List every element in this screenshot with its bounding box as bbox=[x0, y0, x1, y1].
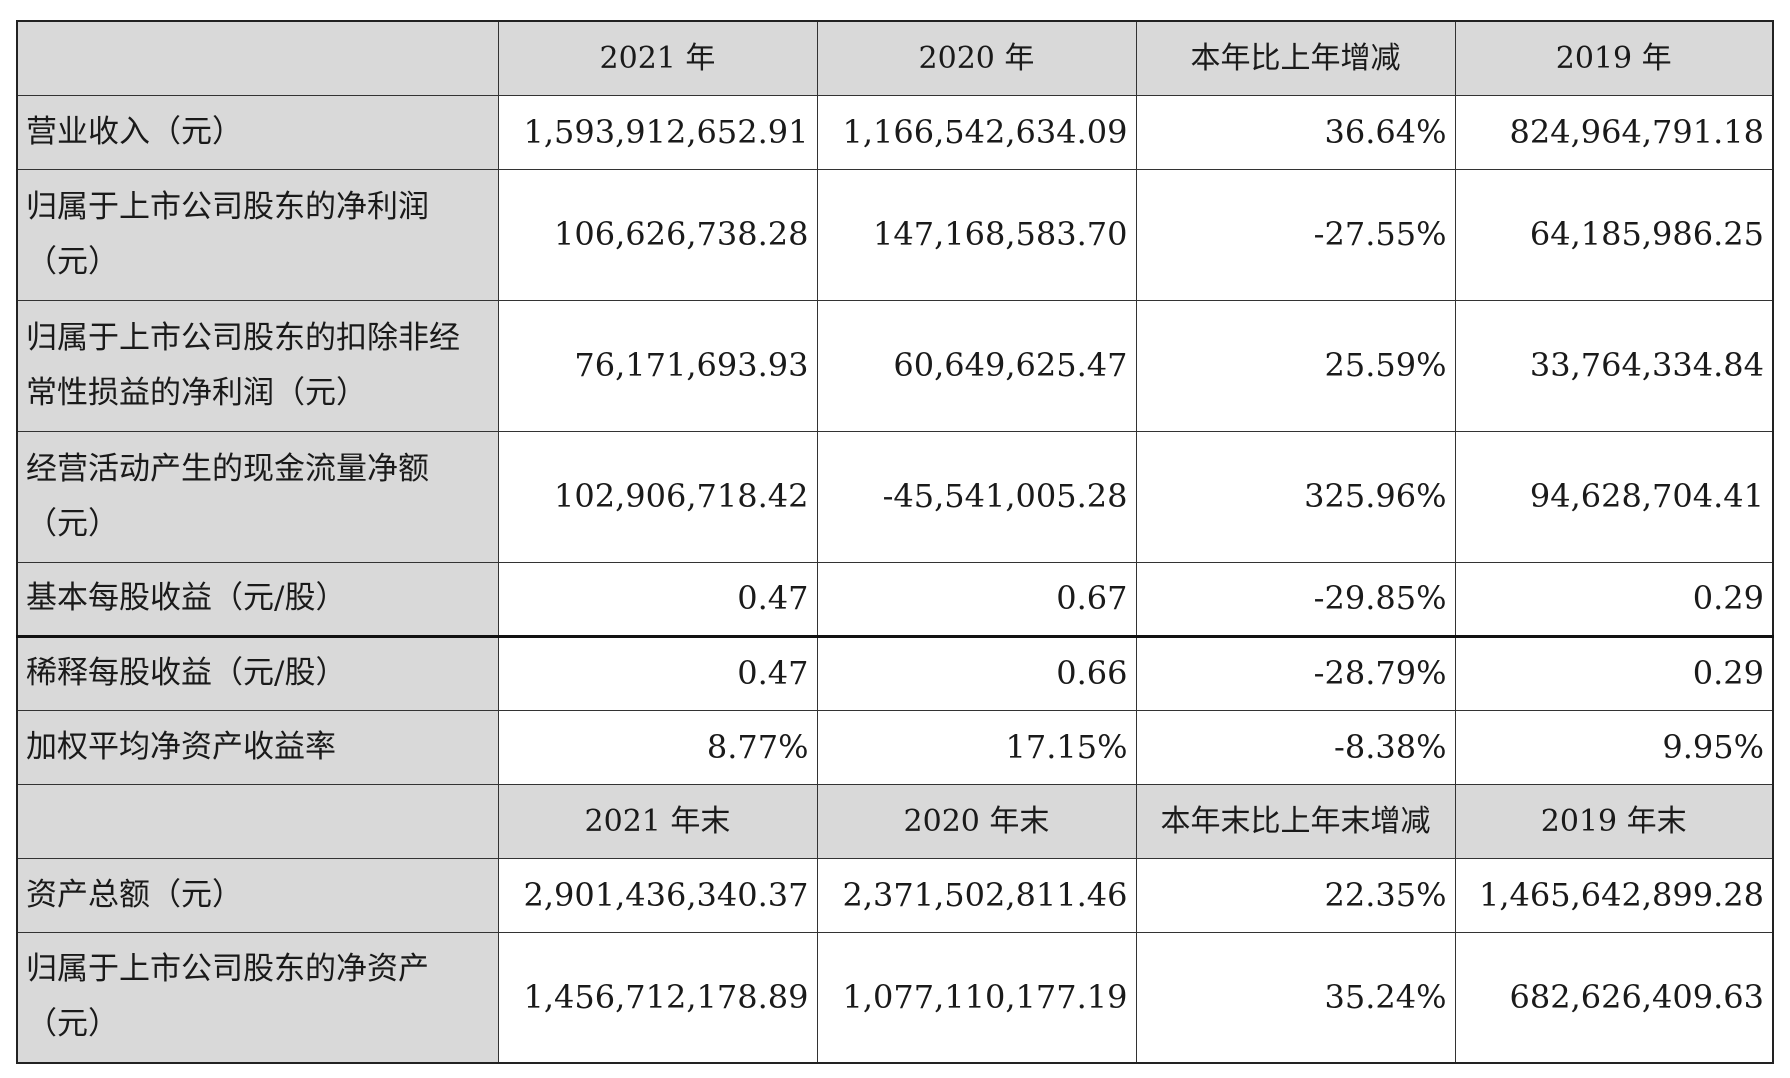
cell-2020: 17.15% bbox=[816, 709, 1137, 785]
header-yoy-end-change: 本年末比上年末增减 bbox=[1135, 783, 1456, 859]
financial-summary-table: 2021 年 2020 年 本年比上年增减 2019 年 营业收入（元） 1,5… bbox=[16, 20, 1774, 1064]
cell-2021: 8.77% bbox=[497, 709, 818, 785]
table-row: 经营活动产生的现金流量净额（元） 102,906,718.42 -45,541,… bbox=[16, 430, 1774, 563]
cell-2021: 1,593,912,652.91 bbox=[497, 94, 818, 170]
cell-2020: -45,541,005.28 bbox=[816, 430, 1137, 563]
cell-2019-end: 1,465,642,899.28 bbox=[1454, 857, 1774, 933]
table-row: 归属于上市公司股东的扣除非经常性损益的净利润（元） 76,171,693.93 … bbox=[16, 299, 1774, 432]
cell-2020-end: 2,371,502,811.46 bbox=[816, 857, 1137, 933]
cell-2020: 0.67 bbox=[816, 561, 1137, 638]
header-2021-end: 2021 年末 bbox=[497, 783, 818, 859]
table-row: 稀释每股收益（元/股） 0.47 0.66 -28.79% 0.29 bbox=[16, 635, 1774, 711]
header-yoy-change: 本年比上年增减 bbox=[1135, 20, 1456, 96]
cell-change: -27.55% bbox=[1135, 168, 1456, 301]
row-label: 资产总额（元） bbox=[16, 857, 499, 933]
cell-2019: 824,964,791.18 bbox=[1454, 94, 1774, 170]
table-row: 资产总额（元） 2,901,436,340.37 2,371,502,811.4… bbox=[16, 857, 1774, 933]
header-corner bbox=[16, 783, 499, 859]
table-row: 基本每股收益（元/股） 0.47 0.67 -29.85% 0.29 bbox=[16, 561, 1774, 638]
cell-2019-end: 682,626,409.63 bbox=[1454, 931, 1774, 1064]
cell-change: -8.38% bbox=[1135, 709, 1456, 785]
row-label: 基本每股收益（元/股） bbox=[16, 561, 499, 638]
header-row-annual: 2021 年 2020 年 本年比上年增减 2019 年 bbox=[16, 20, 1774, 96]
row-label: 营业收入（元） bbox=[16, 94, 499, 170]
cell-change: 325.96% bbox=[1135, 430, 1456, 563]
cell-2021-end: 1,456,712,178.89 bbox=[497, 931, 818, 1064]
row-label: 归属于上市公司股东的净资产（元） bbox=[16, 931, 499, 1064]
cell-2021: 102,906,718.42 bbox=[497, 430, 818, 563]
cell-change: -28.79% bbox=[1135, 635, 1456, 711]
header-2021: 2021 年 bbox=[497, 20, 818, 96]
header-2020: 2020 年 bbox=[816, 20, 1137, 96]
table-row: 加权平均净资产收益率 8.77% 17.15% -8.38% 9.95% bbox=[16, 709, 1774, 785]
cell-2021: 0.47 bbox=[497, 561, 818, 638]
cell-2019: 64,185,986.25 bbox=[1454, 168, 1774, 301]
row-label: 加权平均净资产收益率 bbox=[16, 709, 499, 785]
cell-2020: 0.66 bbox=[816, 635, 1137, 711]
cell-2020: 147,168,583.70 bbox=[816, 168, 1137, 301]
row-label: 归属于上市公司股东的扣除非经常性损益的净利润（元） bbox=[16, 299, 499, 432]
row-label: 稀释每股收益（元/股） bbox=[16, 635, 499, 711]
table-row: 营业收入（元） 1,593,912,652.91 1,166,542,634.0… bbox=[16, 94, 1774, 170]
cell-change: 35.24% bbox=[1135, 931, 1456, 1064]
cell-2019: 0.29 bbox=[1454, 561, 1774, 638]
cell-change: 36.64% bbox=[1135, 94, 1456, 170]
cell-2019: 0.29 bbox=[1454, 635, 1774, 711]
cell-2021: 76,171,693.93 bbox=[497, 299, 818, 432]
cell-2021: 0.47 bbox=[497, 635, 818, 711]
header-row-year-end: 2021 年末 2020 年末 本年末比上年末增减 2019 年末 bbox=[16, 783, 1774, 859]
cell-change: 22.35% bbox=[1135, 857, 1456, 933]
table-row: 归属于上市公司股东的净资产（元） 1,456,712,178.89 1,077,… bbox=[16, 931, 1774, 1064]
cell-2021: 106,626,738.28 bbox=[497, 168, 818, 301]
cell-change: -29.85% bbox=[1135, 561, 1456, 638]
row-label: 经营活动产生的现金流量净额（元） bbox=[16, 430, 499, 563]
cell-2020: 60,649,625.47 bbox=[816, 299, 1137, 432]
header-2020-end: 2020 年末 bbox=[816, 783, 1137, 859]
cell-2019: 33,764,334.84 bbox=[1454, 299, 1774, 432]
cell-2020: 1,166,542,634.09 bbox=[816, 94, 1137, 170]
cell-2021-end: 2,901,436,340.37 bbox=[497, 857, 818, 933]
cell-change: 25.59% bbox=[1135, 299, 1456, 432]
table-row: 归属于上市公司股东的净利润（元） 106,626,738.28 147,168,… bbox=[16, 168, 1774, 301]
header-2019: 2019 年 bbox=[1454, 20, 1774, 96]
cell-2020-end: 1,077,110,177.19 bbox=[816, 931, 1137, 1064]
row-label: 归属于上市公司股东的净利润（元） bbox=[16, 168, 499, 301]
cell-2019: 9.95% bbox=[1454, 709, 1774, 785]
cell-2019: 94,628,704.41 bbox=[1454, 430, 1774, 563]
header-2019-end: 2019 年末 bbox=[1454, 783, 1774, 859]
header-corner bbox=[16, 20, 499, 96]
